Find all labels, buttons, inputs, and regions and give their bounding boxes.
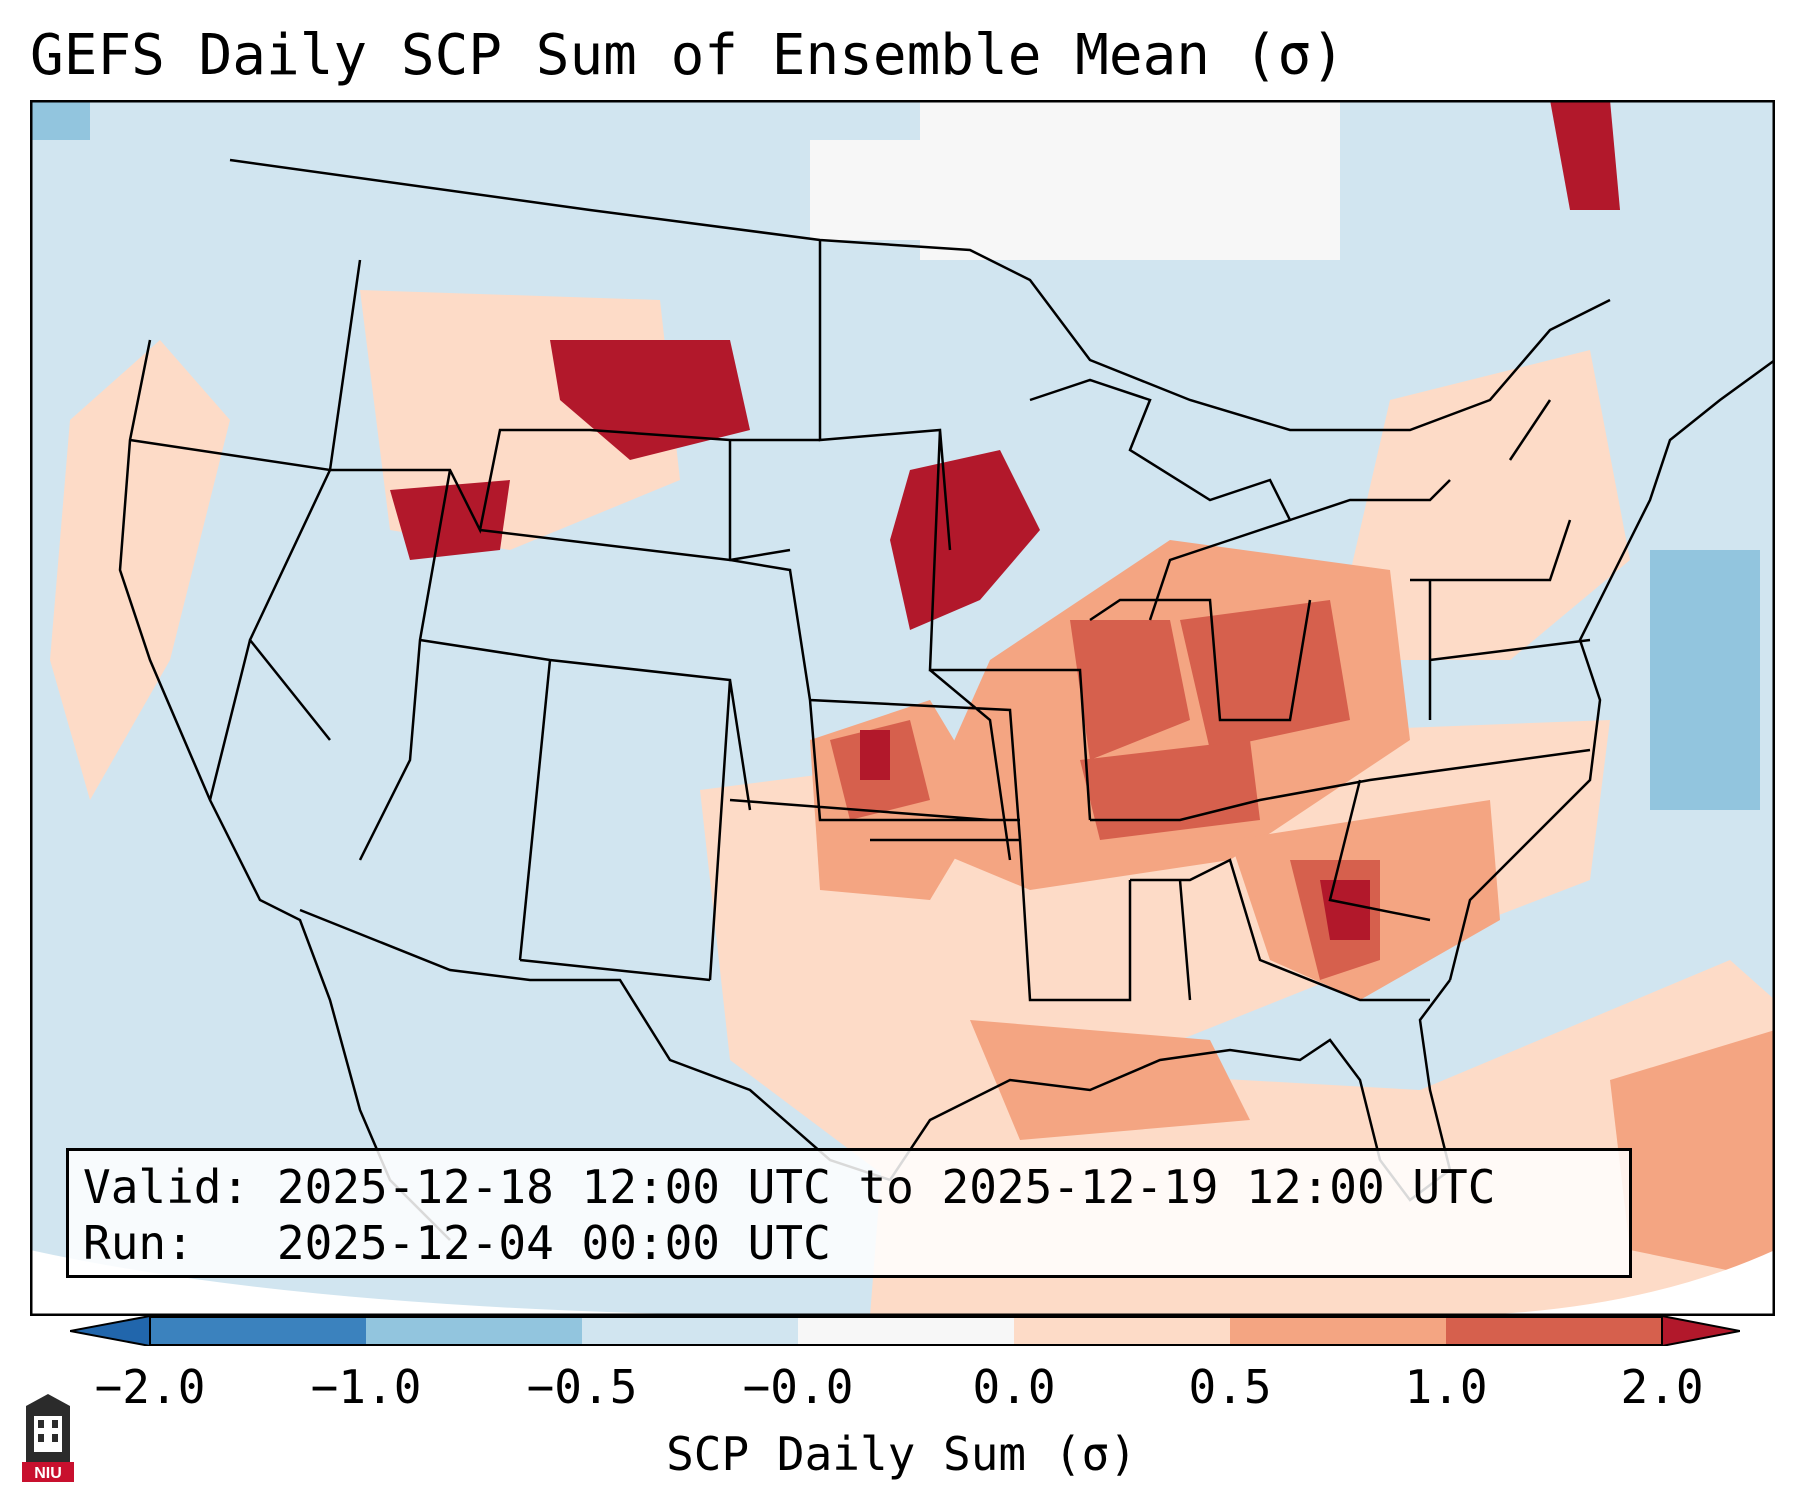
- colorbar-segment-3: [582, 1316, 798, 1346]
- canada-border: [229, 158, 1611, 432]
- colorbar-tick-label: 0.5: [1188, 1360, 1272, 1414]
- colorbar-segment-6: [1230, 1316, 1446, 1346]
- field-strong-cornbelt: [1070, 620, 1190, 760]
- chart-title: GEFS Daily SCP Sum of Ensemble Mean (σ): [30, 23, 1345, 88]
- field-negative-nw: [30, 100, 90, 140]
- field-light-west: [50, 340, 230, 800]
- field-strong-tennessee: [1080, 740, 1260, 840]
- field-medium-caribbean: [1610, 1030, 1775, 1280]
- colorbar-segment-5: [1014, 1316, 1230, 1346]
- field-extreme-quebec: [1550, 100, 1620, 210]
- colorbar-extend-high: [1661, 1316, 1740, 1346]
- validity-info-box: Valid: 2025-12-18 12:00 UTC to 2025-12-1…: [66, 1148, 1632, 1278]
- colorbar-label: SCP Daily Sum (σ): [666, 1427, 1137, 1481]
- colorbar-tick-label: −0.5: [526, 1360, 638, 1414]
- colorbar-tick-label: 0.0: [972, 1360, 1056, 1414]
- map-panel: [30, 100, 1775, 1316]
- coastline-east: [1448, 358, 1775, 981]
- field-extreme-kansas: [860, 730, 890, 780]
- great-lakes: [1029, 378, 1451, 621]
- colorbar-outline: [149, 1316, 1663, 1346]
- state-lines-east: [1410, 399, 1591, 720]
- colorbar-tick-label: −0.0: [742, 1360, 854, 1414]
- colorbar-tick-label: −2.0: [94, 1360, 206, 1414]
- field-strong-ohio: [1180, 600, 1350, 750]
- colorbar-tick-label: −1.0: [310, 1360, 422, 1414]
- colorbar-segment-7: [1446, 1316, 1662, 1346]
- colorbar-tick-label: 1.0: [1404, 1360, 1488, 1414]
- colorbar-segment-1: [150, 1316, 366, 1346]
- valid-value: 2025-12-18 12:00 UTC to 2025-12-19 12:00…: [276, 1160, 1496, 1214]
- colorbar: [70, 1316, 1740, 1346]
- field-medium-gulfcoast: [970, 1020, 1250, 1140]
- colorbar-extend-low: [70, 1316, 151, 1346]
- field-extreme-upper-miss: [890, 450, 1040, 630]
- coastline-west: [118, 339, 451, 1241]
- niu-logo-icon: NIU: [22, 1394, 74, 1482]
- run-label: Run:: [83, 1216, 194, 1270]
- domain-edge-right: [1430, 1250, 1775, 1316]
- domain-edge-left: [30, 1250, 850, 1316]
- state-lines-central: [728, 240, 1591, 1002]
- field-neutral-canada-2: [810, 140, 930, 240]
- logo-text: NIU: [34, 1465, 62, 1482]
- field-neutral-canada: [920, 100, 1340, 260]
- coastline-gulf: [888, 979, 1452, 1202]
- field-light-east: [1330, 350, 1630, 660]
- colorbar-segment-2: [366, 1316, 582, 1346]
- valid-label: Valid:: [83, 1160, 250, 1214]
- field-negative-atlantic: [1650, 550, 1760, 810]
- map-frame: [30, 100, 1775, 1316]
- run-value: 2025-12-04 00:00 UTC: [276, 1216, 831, 1270]
- field-extreme-idaho: [390, 480, 510, 560]
- colorbar-tick-label: 2.0: [1620, 1360, 1704, 1414]
- colorbar-segment-4: [798, 1316, 1014, 1346]
- boundary-lines: [118, 158, 1775, 1241]
